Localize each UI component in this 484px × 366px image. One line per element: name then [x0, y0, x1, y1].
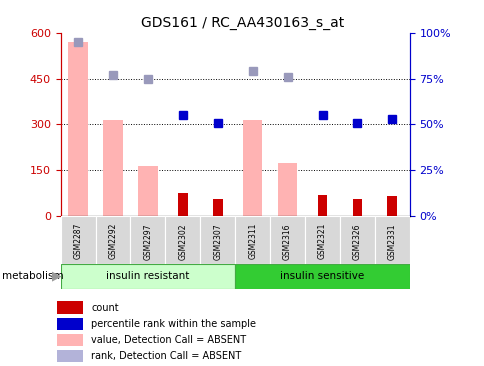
Bar — [60, 216, 95, 264]
Text: GSM2311: GSM2311 — [248, 223, 257, 259]
Text: value, Detection Call = ABSENT: value, Detection Call = ABSENT — [91, 335, 246, 345]
Bar — [212, 199, 222, 216]
Bar — [235, 216, 270, 264]
Bar — [95, 216, 130, 264]
Bar — [304, 216, 339, 264]
Text: metabolism: metabolism — [2, 271, 64, 281]
Bar — [103, 120, 122, 216]
Text: GSM2316: GSM2316 — [283, 223, 291, 259]
Bar — [277, 163, 297, 216]
Text: ▶: ▶ — [52, 270, 62, 283]
Bar — [57, 350, 82, 362]
Text: rank, Detection Call = ABSENT: rank, Detection Call = ABSENT — [91, 351, 241, 361]
Bar — [57, 318, 82, 330]
Text: GSM2307: GSM2307 — [213, 223, 222, 260]
Text: GDS161 / RC_AA430163_s_at: GDS161 / RC_AA430163_s_at — [140, 16, 344, 30]
Text: percentile rank within the sample: percentile rank within the sample — [91, 319, 256, 329]
Bar — [178, 193, 187, 216]
Text: GSM2331: GSM2331 — [387, 223, 396, 259]
Bar — [317, 195, 327, 216]
Bar — [339, 216, 374, 264]
Text: GSM2321: GSM2321 — [318, 223, 326, 259]
Bar — [138, 165, 157, 216]
Bar — [352, 199, 362, 216]
Text: GSM2287: GSM2287 — [74, 223, 82, 259]
Bar — [242, 120, 262, 216]
Bar — [130, 216, 165, 264]
Text: GSM2297: GSM2297 — [143, 223, 152, 259]
Text: insulin resistant: insulin resistant — [106, 271, 189, 281]
Bar — [374, 216, 409, 264]
Bar — [165, 216, 200, 264]
Bar — [200, 216, 235, 264]
Text: GSM2292: GSM2292 — [108, 223, 117, 259]
Bar — [270, 216, 304, 264]
Bar — [68, 42, 88, 216]
Text: insulin sensitive: insulin sensitive — [280, 271, 364, 281]
Text: count: count — [91, 303, 119, 313]
Bar — [387, 196, 396, 216]
Text: GSM2302: GSM2302 — [178, 223, 187, 259]
Bar — [235, 264, 409, 289]
Bar — [60, 264, 235, 289]
Bar — [57, 301, 82, 314]
Text: GSM2326: GSM2326 — [352, 223, 361, 259]
Bar — [57, 334, 82, 346]
